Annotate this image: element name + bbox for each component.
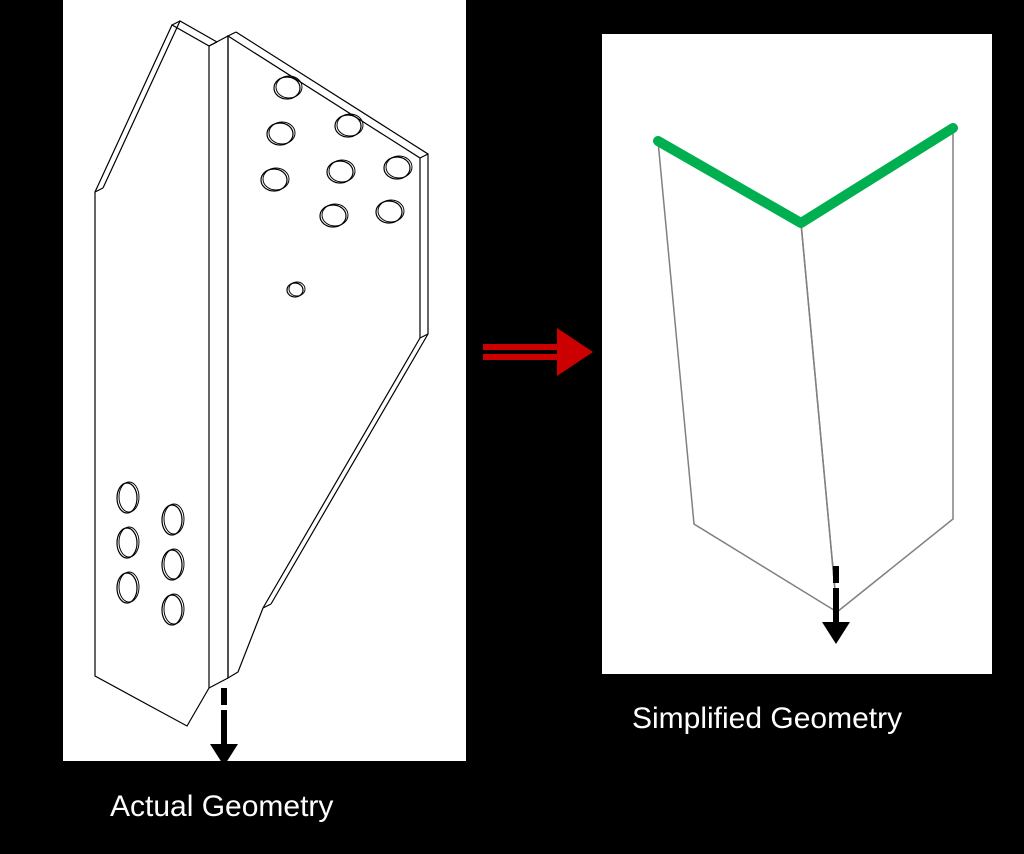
caption-actual: Actual Geometry [110, 790, 333, 824]
bracket-right-thickness-edge [228, 32, 236, 36]
bracket-left-flange-front [95, 25, 209, 726]
bracket-fold-bottom [209, 678, 228, 688]
simplified-face-right [801, 128, 953, 612]
bracket-hole-left-0 [117, 483, 137, 513]
caption-simplified: Simplified Geometry [632, 702, 902, 736]
bracket-right-thickness-edge [420, 154, 428, 158]
bracket-fold-top [209, 36, 228, 46]
bracket-hole-left-1 [117, 528, 137, 558]
bracket-hole-left-2 [117, 573, 137, 603]
diagram-stage: Actual Geometry Simplified Geometry [0, 0, 1024, 854]
bracket-hole-left-5 [162, 595, 182, 625]
bracket-right-flange-front [228, 36, 420, 678]
down-arrow-right-head [822, 622, 850, 644]
simplified-top-edge-highlight [658, 128, 953, 223]
bracket-hole-left-4 [162, 550, 182, 580]
bracket-hole-left-3 [162, 505, 182, 535]
transition-arrow-head [557, 328, 593, 376]
down-arrow-left-head [210, 744, 238, 766]
